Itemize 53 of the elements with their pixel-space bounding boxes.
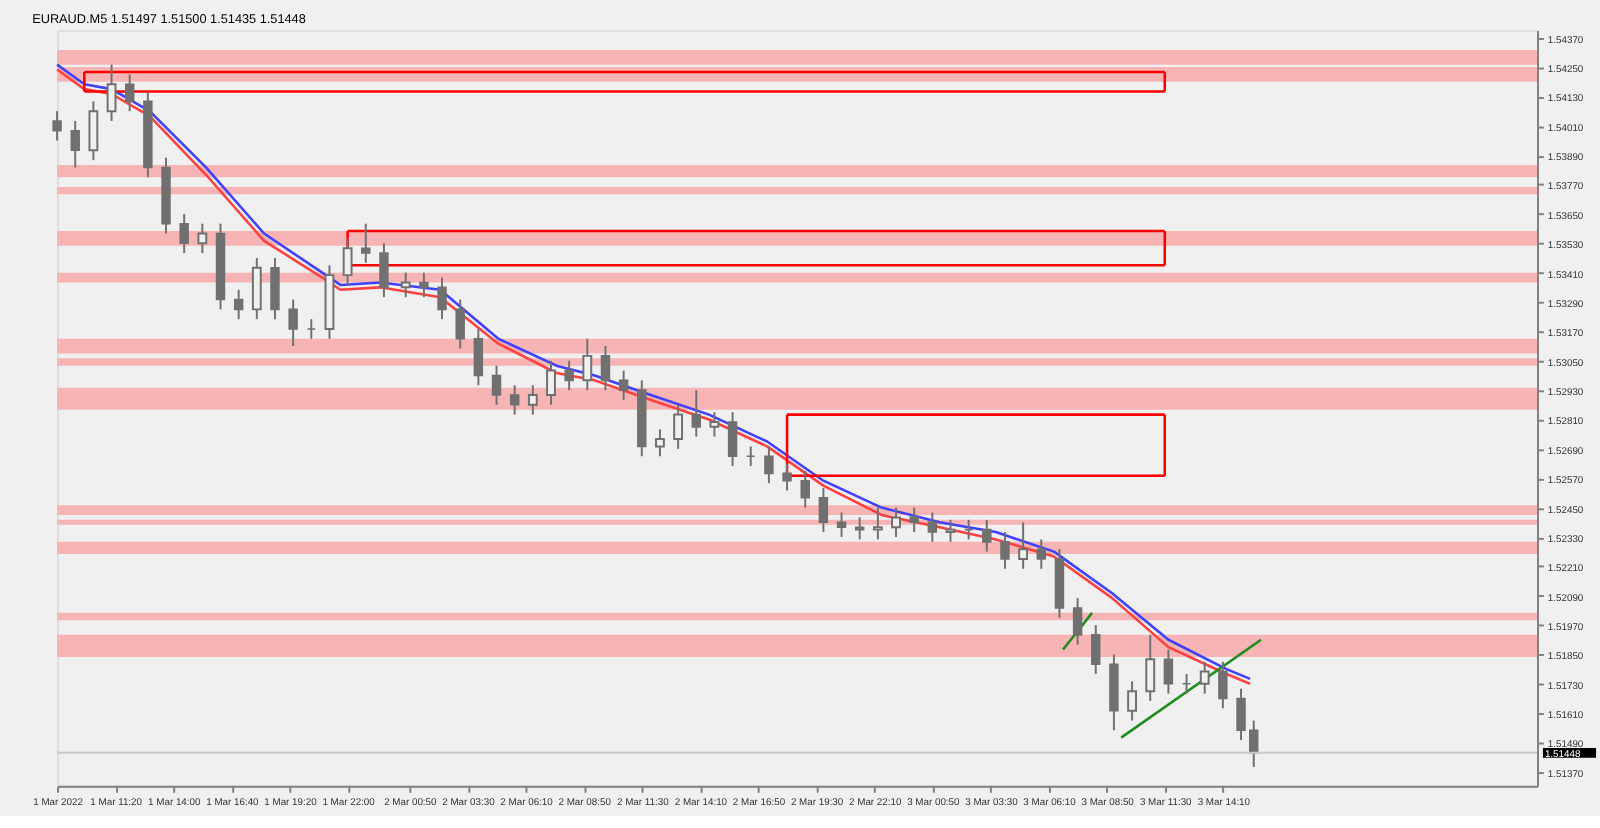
candlestick <box>982 518 992 553</box>
candlestick <box>1036 538 1047 570</box>
candlestick <box>527 384 538 416</box>
candlestick <box>727 411 738 467</box>
candlestick <box>361 222 371 264</box>
candlestick <box>270 256 280 321</box>
candlestick <box>618 369 629 401</box>
candlestick <box>872 506 883 541</box>
candlestick <box>582 337 593 392</box>
candlestick <box>473 327 484 387</box>
candlestick <box>509 384 520 416</box>
candlestick <box>1163 648 1174 695</box>
candlestick <box>106 63 117 122</box>
candlestick <box>400 271 411 299</box>
candlestick <box>1109 653 1119 732</box>
candlestick <box>655 428 665 458</box>
candlestick <box>437 276 447 321</box>
candlestick <box>491 364 502 406</box>
candlestick <box>52 110 62 142</box>
candlestick <box>673 403 684 450</box>
candlestick <box>233 288 244 321</box>
candlestick <box>379 242 389 299</box>
candlestick <box>179 212 189 255</box>
candlestick <box>419 271 429 299</box>
candlestick <box>88 100 99 162</box>
candlestick <box>909 506 919 534</box>
candlestick <box>709 411 720 438</box>
candlestick <box>70 119 80 169</box>
candlestick <box>124 73 135 113</box>
candlestick <box>251 256 262 321</box>
candlestick <box>818 487 829 534</box>
candlestick <box>1018 521 1029 570</box>
candlestick <box>600 345 611 392</box>
candlestick <box>1091 624 1101 676</box>
candlestick <box>288 298 298 348</box>
candlestick <box>891 506 901 538</box>
candlestick <box>945 518 956 543</box>
candlestick <box>1127 680 1138 722</box>
candlestick <box>455 298 465 350</box>
candlestick <box>1218 660 1228 710</box>
candlestick <box>691 389 701 438</box>
candlestick <box>854 516 865 541</box>
candlestick <box>1072 597 1083 646</box>
candlestick <box>564 359 574 392</box>
candlestick <box>800 469 810 509</box>
candlestick <box>764 445 774 485</box>
candlestick <box>546 359 556 406</box>
candlestick <box>197 222 208 255</box>
candlestick <box>1000 531 1010 570</box>
candlestick <box>1145 633 1156 702</box>
candlestick <box>1199 660 1210 695</box>
candlestick <box>836 511 847 538</box>
candlestick <box>927 511 938 543</box>
